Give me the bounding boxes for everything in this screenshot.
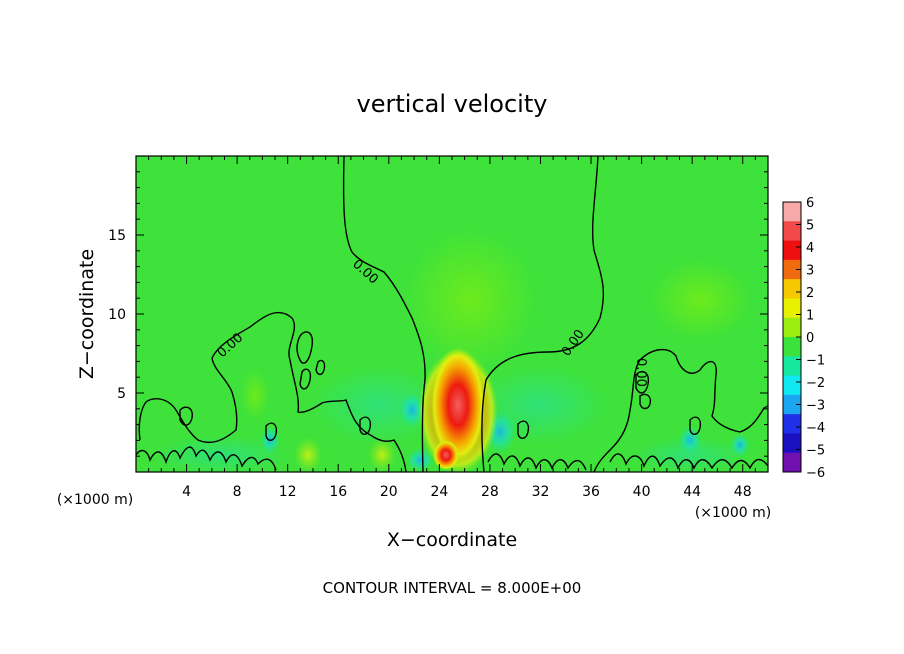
- contour-island-7: [265, 422, 278, 441]
- x-tick-label: 20: [380, 484, 398, 500]
- colorbar-swatch: [783, 221, 801, 242]
- field-updraft-core: [430, 347, 486, 463]
- x-axis: 4 8 12 16 20 24 28 32 36 40 44 48: [148, 156, 756, 500]
- colorbar-swatch: [783, 414, 801, 434]
- colorbar-tick-label: −6: [806, 466, 825, 481]
- field-cyan-3: [406, 448, 434, 472]
- contour-label-4: 0.00: [633, 358, 648, 387]
- zero-contour-left-region: [211, 311, 407, 472]
- colorbar-swatch: [783, 317, 801, 338]
- x-tick-label: 8: [233, 484, 242, 500]
- x-tick-label: 12: [279, 484, 297, 500]
- colorbar: 6 5 4 3 2 1 0 −1 −2 −3 −4 −5 −6: [782, 196, 825, 481]
- x-unit-left: (×1000 m): [57, 492, 133, 508]
- colorbar-swatch: [783, 394, 801, 415]
- x-unit-right: (×1000 m): [695, 505, 771, 521]
- x-tick-label: 24: [430, 484, 448, 500]
- colorbar-swatch: [783, 337, 801, 357]
- contour-island-9: [359, 416, 372, 435]
- field-updraft-base: [433, 440, 459, 470]
- contour-island-5: [639, 393, 652, 410]
- colorbar-tick-label: 4: [806, 241, 814, 256]
- colorbar-tick-label: 3: [806, 264, 814, 279]
- field-teal-bottom-r: [630, 437, 750, 472]
- colorbar-swatch: [783, 259, 801, 280]
- contour-interval-note: CONTOUR INTERVAL = 8.000E+00: [323, 579, 582, 597]
- contour-island-6: [179, 406, 194, 426]
- field-cyan-5: [678, 426, 702, 454]
- y-tick-label: 15: [108, 228, 126, 244]
- zero-contour-left-region-b: [138, 357, 238, 444]
- zero-contour-right-region: [639, 349, 768, 433]
- colorbar-tick-label: −1: [806, 354, 825, 369]
- x-tick-label: 40: [633, 484, 651, 500]
- x-tick-label: 4: [182, 484, 191, 500]
- colorbar-swatch: [783, 375, 801, 396]
- contour-island-1: [296, 331, 314, 364]
- chart-title: vertical velocity: [357, 90, 548, 118]
- colorbar-tick-label: 1: [806, 309, 814, 324]
- colorbar-tick-label: −4: [806, 421, 825, 436]
- zero-contour-right-region-b: [593, 359, 641, 472]
- x-tick-label: 44: [683, 484, 701, 500]
- colorbar-tick-label: 2: [806, 286, 814, 301]
- colorbar-tick-label: 5: [806, 219, 814, 234]
- x-tick-label: 36: [582, 484, 600, 500]
- zero-contour-left-plume: [342, 156, 426, 472]
- colorbar-swatch: [783, 240, 801, 261]
- contour-lines: [136, 156, 768, 472]
- contour-island-4: [635, 370, 650, 394]
- colorbar-swatch: [783, 452, 801, 473]
- colorbar-tick-label: −2: [806, 376, 825, 391]
- x-tick-label: 16: [329, 484, 347, 500]
- colorbar-tick-label: 0: [806, 331, 814, 346]
- ground-noise-contour: [136, 446, 768, 471]
- y-axis-label: Z−coordinate: [76, 249, 98, 379]
- x-tick-label: 48: [734, 484, 752, 500]
- field-yellow-1: [294, 437, 322, 472]
- field-yellow-2: [368, 438, 396, 472]
- field-lime-right: [650, 260, 750, 340]
- y-tick-label: 10: [108, 307, 126, 323]
- field-teal-bottom: [150, 435, 290, 472]
- colorbar-swatch: [783, 356, 801, 377]
- contour-island-2: [299, 368, 312, 390]
- contour-island-10: [517, 420, 530, 439]
- colorbar-tick-label: 6: [806, 196, 814, 211]
- colorbar-swatch: [783, 279, 801, 299]
- colorbar-swatch: [783, 298, 801, 319]
- x-tick-label: 28: [481, 484, 499, 500]
- contour-island-8: [689, 416, 702, 435]
- y-axis: 5 10 15: [108, 171, 768, 457]
- y-tick-label: 5: [117, 386, 126, 402]
- contour-island-3: [315, 359, 326, 376]
- x-axis-label: X−coordinate: [387, 529, 517, 551]
- colorbar-tick-label: −3: [806, 399, 825, 414]
- zero-contour-right-plume: [481, 156, 605, 472]
- field-lime-upper: [405, 230, 535, 370]
- colorbar-tick-label: −5: [806, 444, 825, 459]
- colorbar-swatch: [783, 433, 801, 454]
- field-yellow-3: [241, 370, 269, 420]
- x-tick-label: 32: [532, 484, 550, 500]
- heatmap-field: [136, 156, 768, 472]
- colorbar-swatch: [783, 202, 801, 222]
- field-cyan-6: [730, 433, 750, 457]
